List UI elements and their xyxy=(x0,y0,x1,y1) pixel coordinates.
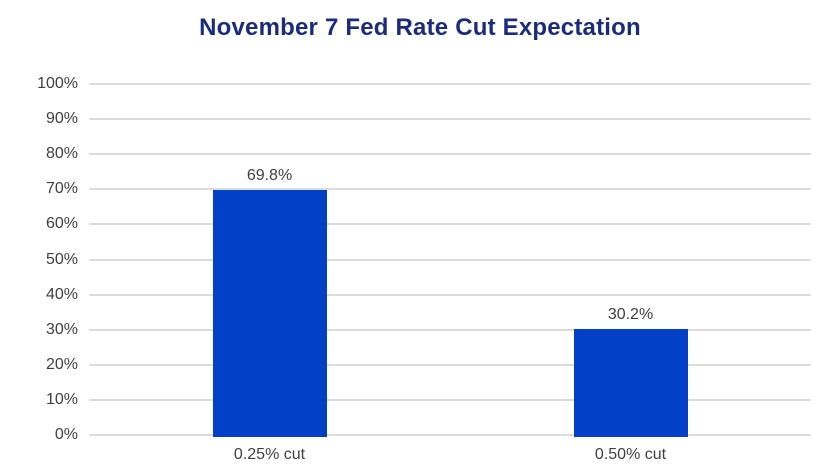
bar-2: 30.2% xyxy=(573,306,688,437)
gridline xyxy=(89,398,811,401)
bar-value-label: 30.2% xyxy=(607,306,654,323)
y-tick-label: 40% xyxy=(45,285,78,303)
x-tick-label: 0.25% cut xyxy=(233,446,306,463)
gridline xyxy=(89,223,811,226)
y-tick-label: 30% xyxy=(45,320,78,338)
y-tick-label: 60% xyxy=(45,215,78,233)
x-tick-label: 0.50% cut xyxy=(594,446,667,463)
y-tick-label: 50% xyxy=(45,250,78,268)
gridline xyxy=(89,258,811,261)
y-tick-label: 70% xyxy=(45,180,78,198)
gridline xyxy=(89,188,811,191)
gridline xyxy=(89,153,811,156)
gridline xyxy=(89,118,811,121)
gridline xyxy=(89,328,811,331)
chart-title: November 7 Fed Rate Cut Expectation xyxy=(199,14,641,41)
gridline xyxy=(89,434,811,436)
y-tick-label: 100% xyxy=(37,75,78,92)
y-tick-label: 90% xyxy=(45,110,78,128)
y-tick-label: 80% xyxy=(45,145,78,163)
gridline xyxy=(89,83,811,85)
y-tick-label: 10% xyxy=(45,390,78,408)
plot-area: 69.8% 30.2% xyxy=(89,83,811,437)
gridline xyxy=(89,293,811,296)
y-tick-label: 20% xyxy=(45,355,78,373)
gridline xyxy=(89,363,811,366)
x-axis: 0.25% cut 0.50% cut xyxy=(89,446,811,468)
bar-value-label: 69.8% xyxy=(246,167,293,185)
y-axis: 0% 10% 20% 30% 40% 50% 60% 70% 80% 90% 100% xyxy=(0,75,78,443)
bar-1: 69.8% xyxy=(212,167,327,437)
y-tick-label: 0% xyxy=(54,426,78,443)
